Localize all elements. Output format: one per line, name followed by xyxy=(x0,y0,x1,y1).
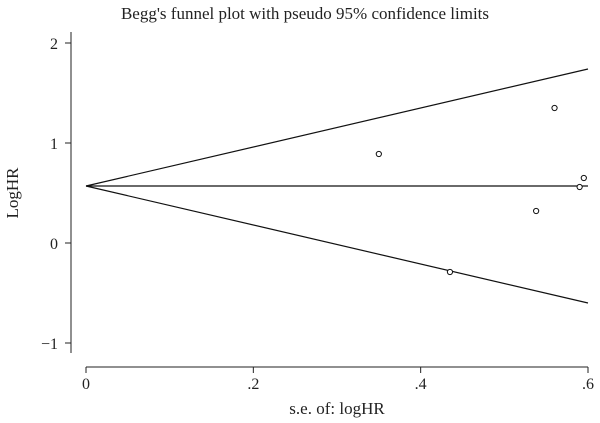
y-ticks: −1 0 1 2 xyxy=(41,36,71,353)
y-tick-label: −1 xyxy=(41,336,58,353)
lower-limit-line xyxy=(85,185,589,304)
study-point xyxy=(446,268,454,276)
x-axis-label: s.e. of: logHR xyxy=(289,399,385,418)
study-point xyxy=(375,150,382,158)
x-ticks: 0 .2 .4 .6 xyxy=(82,367,594,393)
study-points xyxy=(375,104,587,276)
y-axis-label: LogHR xyxy=(3,167,22,219)
study-point xyxy=(576,183,583,191)
x-tick-label: .6 xyxy=(582,376,594,393)
x-tick-label: 0 xyxy=(82,376,90,393)
axes xyxy=(70,32,588,368)
chart-title: Begg's funnel plot with pseudo 95% confi… xyxy=(121,4,489,23)
y-tick-label: 0 xyxy=(50,236,58,253)
study-point xyxy=(551,104,558,112)
study-point xyxy=(580,174,587,182)
funnel-lines xyxy=(85,68,589,304)
x-tick-label: .2 xyxy=(247,376,259,393)
x-tick-label: .4 xyxy=(415,376,427,393)
upper-limit-line xyxy=(85,68,589,187)
study-point xyxy=(533,207,540,215)
y-tick-label: 1 xyxy=(50,136,58,153)
y-tick-label: 2 xyxy=(50,36,58,53)
